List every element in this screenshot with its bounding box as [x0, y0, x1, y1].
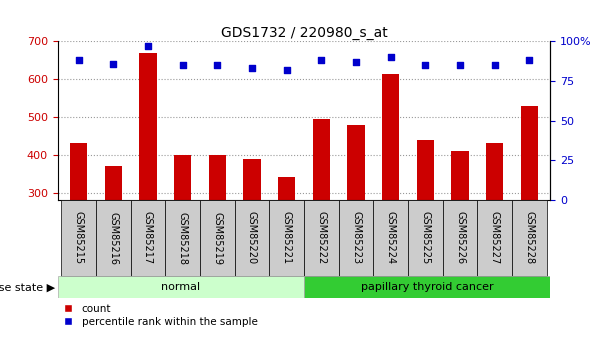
Bar	[105, 166, 122, 200]
Text: GSM85225: GSM85225	[420, 211, 430, 265]
Point	[386, 55, 396, 60]
Bar	[347, 125, 365, 200]
Text: GSM85215: GSM85215	[74, 211, 83, 265]
Bar	[313, 119, 330, 200]
Bar	[269, 200, 304, 276]
Point	[317, 58, 326, 63]
Bar	[96, 200, 131, 276]
Bar	[278, 177, 295, 200]
Point	[525, 58, 534, 63]
Bar	[512, 200, 547, 276]
Title: GDS1732 / 220980_s_at: GDS1732 / 220980_s_at	[221, 26, 387, 40]
Point	[490, 62, 500, 68]
Point	[74, 58, 83, 63]
Bar	[61, 200, 96, 276]
Bar	[521, 106, 538, 200]
Bar	[70, 144, 87, 200]
Text: normal: normal	[161, 282, 201, 292]
Text: disease state ▶: disease state ▶	[0, 282, 55, 292]
Bar	[243, 159, 261, 200]
Text: GSM85216: GSM85216	[108, 211, 118, 265]
Bar	[200, 200, 235, 276]
Bar	[486, 144, 503, 200]
Point	[247, 66, 257, 71]
Text: GSM85220: GSM85220	[247, 211, 257, 265]
Text: GSM85221: GSM85221	[282, 211, 292, 265]
Bar	[131, 200, 165, 276]
Point	[108, 61, 118, 66]
Bar	[477, 200, 512, 276]
Bar	[382, 73, 399, 200]
Text: GSM85219: GSM85219	[212, 211, 223, 265]
Text: GSM85227: GSM85227	[490, 211, 500, 265]
Bar	[58, 276, 304, 298]
Bar	[235, 200, 269, 276]
Bar	[451, 151, 469, 200]
Bar	[416, 140, 434, 200]
Text: GSM85222: GSM85222	[316, 211, 326, 265]
Point	[178, 62, 187, 68]
Point	[455, 62, 465, 68]
Text: GSM85228: GSM85228	[525, 211, 534, 265]
Bar	[304, 276, 550, 298]
Point	[212, 62, 222, 68]
Point	[351, 59, 361, 65]
Bar	[174, 155, 192, 200]
Bar	[165, 200, 200, 276]
Point	[143, 43, 153, 49]
Legend: count, percentile rank within the sample: count, percentile rank within the sample	[63, 304, 258, 327]
Bar	[373, 200, 408, 276]
Text: GSM85226: GSM85226	[455, 211, 465, 265]
Text: papillary thyroid cancer: papillary thyroid cancer	[361, 282, 494, 292]
Text: GSM85218: GSM85218	[178, 211, 188, 265]
Text: GSM85223: GSM85223	[351, 211, 361, 265]
Bar	[443, 200, 477, 276]
Bar	[209, 155, 226, 200]
Bar	[339, 200, 373, 276]
Bar	[304, 200, 339, 276]
Text: GSM85224: GSM85224	[385, 211, 396, 265]
Text: GSM85217: GSM85217	[143, 211, 153, 265]
Bar	[408, 200, 443, 276]
Point	[421, 62, 430, 68]
Bar	[139, 53, 157, 200]
Point	[282, 67, 291, 73]
